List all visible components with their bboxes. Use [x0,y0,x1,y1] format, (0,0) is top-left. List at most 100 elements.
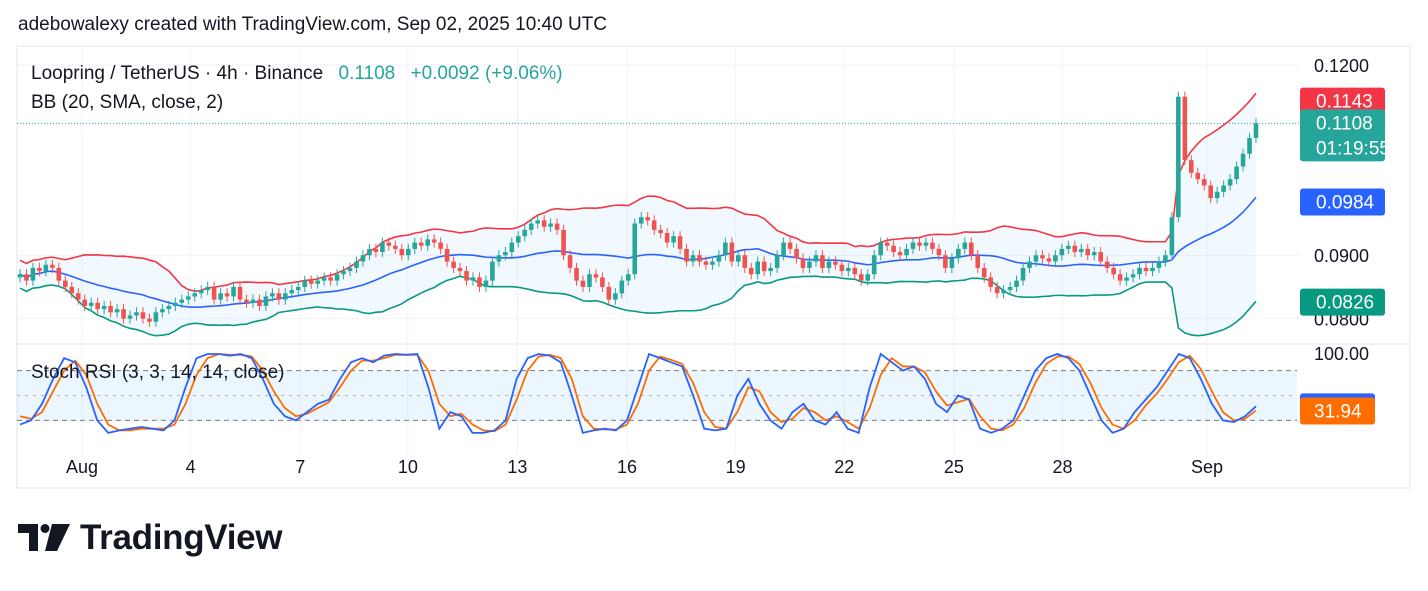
candle-body [1085,248,1091,256]
bb-legend[interactable]: BB (20, SMA, close, 2) [31,92,223,113]
candle-body [846,267,851,272]
candle-body [1163,255,1168,262]
candle-body [425,239,430,246]
candle-body [418,242,424,246]
candle-body [1156,261,1162,268]
candle-body [891,245,896,253]
candle-body [1020,267,1026,281]
candle-body [114,309,120,313]
candle-body [101,305,107,310]
candle-body [548,223,553,227]
candle-body [211,286,217,300]
rsi-badge-text: 31.94 [1314,401,1362,422]
candle-body [289,290,295,294]
candle-body [522,229,528,237]
candle-body [697,255,702,262]
candle-body [153,312,159,322]
candle-body [858,274,864,281]
candle-body [341,271,346,275]
candle-body [1234,166,1239,180]
price-badge-text: 0.1143 [1316,92,1373,113]
price-badge [1300,87,1385,115]
candle-body [140,312,146,319]
candle-body [295,286,301,291]
rsi-legend[interactable]: Stoch RSI (3, 3, 14, 14, close) [31,362,284,383]
candle-body [308,280,314,284]
price-tick-label: 0.1200 [1314,56,1369,76]
candle-body [263,296,269,306]
candle-body [1247,137,1252,154]
candle-body [315,280,320,284]
candle-body [1188,160,1194,173]
candle-body [1221,185,1226,192]
candlesticks[interactable] [17,91,1259,327]
candle-body [1182,96,1188,161]
x-tick-label: 28 [1052,457,1072,477]
candle-body [930,242,935,249]
candle-body [134,312,139,316]
candle-body [638,217,644,224]
candle-body [244,299,249,303]
candle-body [968,242,974,256]
candle-body [956,248,961,259]
candle-body [69,286,75,294]
candle-body [393,245,398,249]
candle-body [1078,248,1084,253]
rsi-tick-label: 100.00 [1314,344,1369,364]
candle-body [160,309,165,313]
candle-body [826,261,832,268]
candle-body [360,255,366,262]
candle-body [75,293,81,300]
candle-body [1143,267,1149,272]
candle-body [464,271,469,281]
candle-body [781,242,786,256]
candle-body [451,261,456,268]
price-badge [1300,288,1385,316]
tradingview-logo: TradingView [18,518,283,558]
candle-body [852,267,858,275]
rsi-badge [1300,397,1375,425]
candle-body [276,293,282,300]
candle-body [1176,96,1181,218]
candle-body [871,255,877,275]
candle-body [794,248,799,259]
candle-body [742,255,748,268]
candle-body [198,290,204,294]
candle-body [380,242,385,253]
candle-body [833,261,838,265]
candle-body [748,267,754,275]
candle-body [839,264,845,272]
candle-body [1137,267,1142,275]
price-badge [1300,109,1385,162]
price-tick-label: 0.0900 [1314,246,1369,266]
candle-body [399,248,405,256]
symbol-legend[interactable]: Loopring / TetherUS · 4h · Binance 0.110… [31,63,563,84]
symbol-price: 0.1108 [339,63,396,84]
candle-body [185,296,191,300]
candle-body [813,255,819,262]
candle-body [651,220,657,230]
candle-body [703,261,709,265]
candle-body [761,261,767,272]
candle-body [224,293,230,297]
candle-body [328,277,333,281]
candle-body [800,258,806,268]
candle-body [179,299,185,303]
candle-body [37,267,42,272]
candle-body [1150,267,1155,272]
price-badge [1300,188,1385,216]
candle-body [606,286,612,300]
rsi-k-line [19,352,1257,435]
bb-upper-line [19,92,1257,292]
candle-body [587,274,592,287]
candle-body [690,255,696,262]
bb-basis-line [19,196,1257,309]
candle-body [515,236,521,243]
candle-body [1046,258,1052,262]
candle-body [431,239,437,243]
candle-body [1240,153,1246,167]
candle-body [56,267,62,281]
candle-body [283,293,288,300]
candle-body [897,252,903,256]
